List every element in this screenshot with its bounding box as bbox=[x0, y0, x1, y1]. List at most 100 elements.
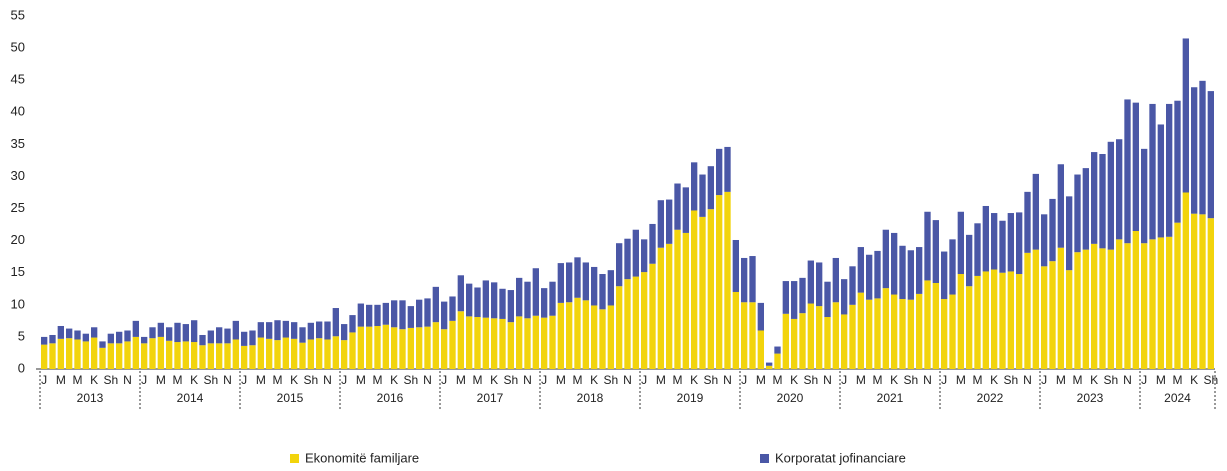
bar-segment bbox=[224, 343, 231, 369]
bar-segment bbox=[182, 324, 189, 342]
y-tick-label: 40 bbox=[11, 104, 25, 119]
bar-segment bbox=[299, 327, 306, 343]
bar-segment bbox=[74, 339, 81, 369]
y-tick-label: 30 bbox=[11, 168, 25, 183]
y-tick-label: 0 bbox=[18, 360, 25, 375]
bar-segment bbox=[232, 320, 239, 340]
bar-segment bbox=[316, 338, 323, 369]
y-tick-label: 55 bbox=[11, 7, 25, 22]
bar-segment bbox=[741, 257, 748, 303]
x-tick-label: J bbox=[1141, 373, 1147, 387]
bar-segment bbox=[949, 294, 956, 369]
x-tick-label: N bbox=[423, 373, 432, 387]
x-tick-label: Sh bbox=[403, 373, 418, 387]
bar-segment bbox=[757, 302, 764, 331]
bar-segment bbox=[582, 300, 589, 369]
year-label: 2017 bbox=[477, 391, 504, 405]
x-tick-label: M bbox=[1056, 373, 1066, 387]
bar-segment bbox=[782, 313, 789, 369]
x-tick-label: N bbox=[923, 373, 932, 387]
bar-segment bbox=[49, 343, 56, 369]
x-tick-label: N bbox=[1123, 373, 1132, 387]
bar-segment bbox=[791, 281, 798, 319]
x-tick-label: M bbox=[156, 373, 166, 387]
x-tick-label: Sh bbox=[1103, 373, 1118, 387]
x-tick-label: M bbox=[456, 373, 466, 387]
x-tick-label: Sh bbox=[903, 373, 918, 387]
bar-segment bbox=[616, 286, 623, 369]
bar-segment bbox=[949, 239, 956, 295]
bar-segment bbox=[382, 302, 389, 325]
y-tick-label: 35 bbox=[11, 136, 25, 151]
x-tick-label: Sh bbox=[103, 373, 118, 387]
x-tick-label: J bbox=[241, 373, 247, 387]
bar-segment bbox=[982, 205, 989, 272]
bar-segment bbox=[999, 272, 1006, 369]
bar-segment bbox=[1057, 247, 1064, 369]
x-tick-label: M bbox=[856, 373, 866, 387]
bar-segment bbox=[691, 162, 698, 211]
x-tick-label: K bbox=[790, 373, 798, 387]
bar-segment bbox=[57, 338, 64, 369]
bar-segment bbox=[407, 327, 414, 369]
x-tick-label: N bbox=[523, 373, 532, 387]
bar-segment bbox=[899, 245, 906, 300]
bar-segment bbox=[691, 210, 698, 369]
bar-segment bbox=[591, 266, 598, 306]
bar-segment bbox=[699, 174, 706, 217]
bar-segment bbox=[1116, 139, 1123, 240]
bar-segment bbox=[199, 334, 206, 346]
bar-segment bbox=[766, 362, 773, 366]
bar-segment bbox=[149, 338, 156, 369]
x-tick-label: K bbox=[690, 373, 698, 387]
bar-segment bbox=[649, 263, 656, 369]
x-tick-label: N bbox=[823, 373, 832, 387]
bar-segment bbox=[982, 271, 989, 369]
bar-segment bbox=[832, 302, 839, 369]
bar-segment bbox=[524, 281, 531, 319]
bar-segment bbox=[574, 257, 581, 298]
bar-segment bbox=[1182, 38, 1189, 193]
x-tick-label: Sh bbox=[1203, 373, 1218, 387]
bar-segment bbox=[1191, 213, 1198, 369]
x-tick-label: K bbox=[990, 373, 998, 387]
bar-segment bbox=[866, 254, 873, 300]
x-tick-label: J bbox=[141, 373, 147, 387]
x-tick-label: M bbox=[873, 373, 883, 387]
x-tick-label: N bbox=[623, 373, 632, 387]
bar-segment bbox=[924, 211, 931, 281]
bar-segment bbox=[974, 275, 981, 369]
bar-segment bbox=[1157, 237, 1164, 369]
bar-segment bbox=[832, 257, 839, 303]
bar-segment bbox=[366, 304, 373, 327]
bar-segment bbox=[182, 341, 189, 369]
bar-segment bbox=[707, 209, 714, 369]
year-label: 2019 bbox=[677, 391, 704, 405]
bar-segment bbox=[316, 321, 323, 339]
bar-segment bbox=[1074, 252, 1081, 369]
bar-segment bbox=[149, 327, 156, 339]
x-tick-label: Sh bbox=[603, 373, 618, 387]
x-tick-label: M bbox=[373, 373, 383, 387]
bar-segment bbox=[266, 338, 273, 369]
bar-segment bbox=[541, 317, 548, 369]
bar-segment bbox=[1141, 148, 1148, 244]
bar-segment bbox=[282, 337, 289, 369]
bar-segment bbox=[499, 288, 506, 319]
x-tick-label: Sh bbox=[303, 373, 318, 387]
bar-segment bbox=[566, 302, 573, 369]
x-tick-label: M bbox=[356, 373, 366, 387]
bar-segment bbox=[407, 306, 414, 328]
bar-segment bbox=[441, 329, 448, 369]
x-tick-label: M bbox=[1173, 373, 1183, 387]
bar-segment bbox=[1082, 249, 1089, 369]
x-tick-label: J bbox=[41, 373, 47, 387]
bar-segment bbox=[841, 279, 848, 315]
x-tick-label: N bbox=[223, 373, 232, 387]
x-tick-label: J bbox=[441, 373, 447, 387]
bar-segment bbox=[499, 318, 506, 369]
bar-segment bbox=[1149, 239, 1156, 369]
bar-segment bbox=[641, 272, 648, 369]
bar-segment bbox=[416, 299, 423, 328]
bar-segment bbox=[557, 302, 564, 369]
